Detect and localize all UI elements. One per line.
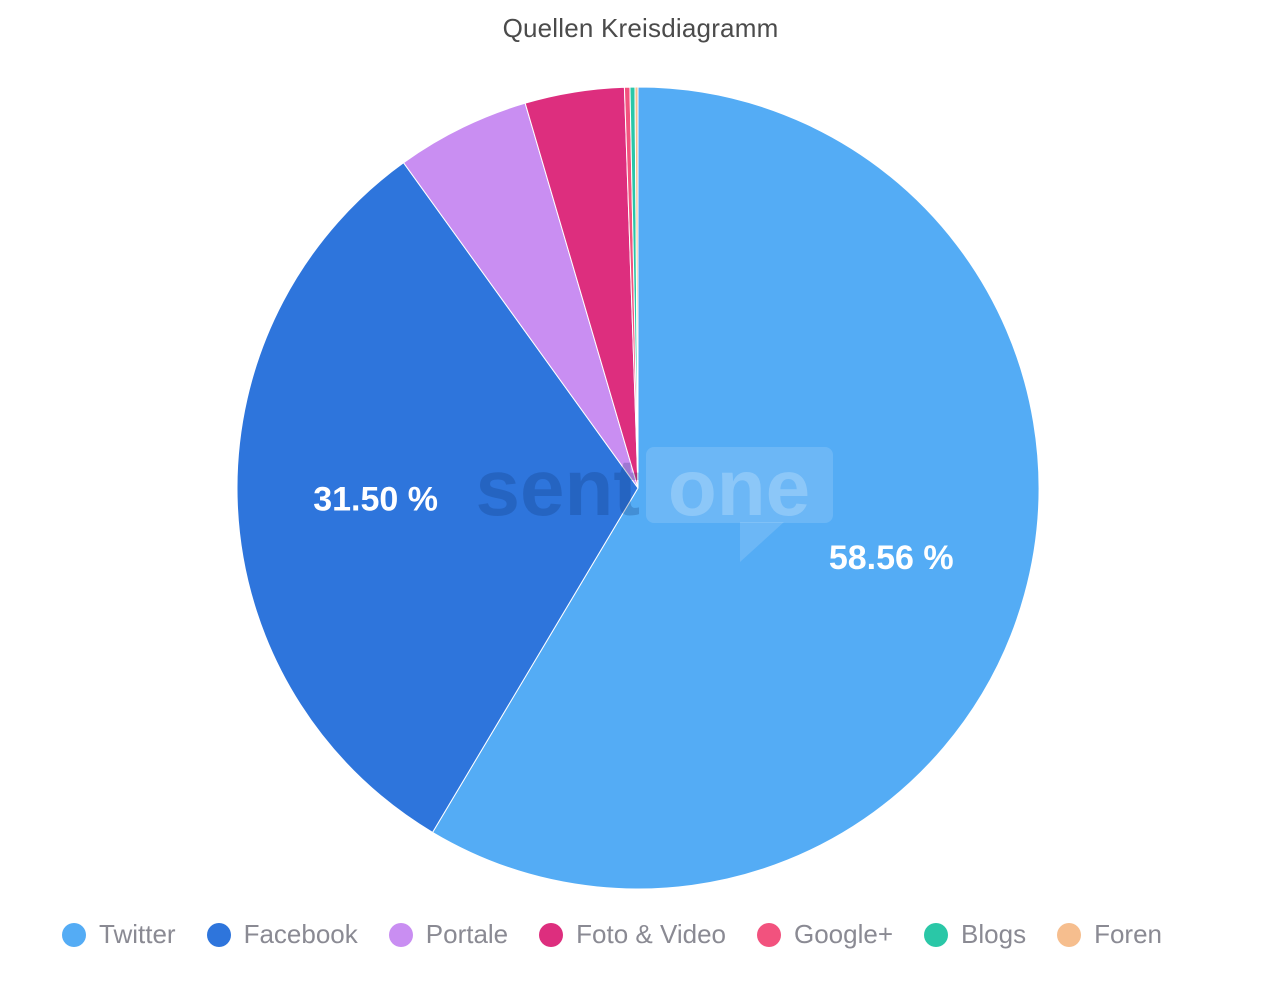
slice-facebook[interactable]: [236, 162, 639, 834]
legend-dot-foren: [1057, 922, 1082, 947]
legend-item-foto-video[interactable]: Foto & Video: [539, 919, 726, 950]
slice-label-facebook: 31.50 %: [313, 480, 438, 518]
legend-label: Foto & Video: [576, 919, 726, 949]
legend-dot-blogs: [924, 922, 949, 947]
legend-label: Twitter: [99, 919, 176, 949]
legend-item-twitter[interactable]: Twitter: [62, 919, 176, 950]
legend: Twitter Facebook Portale Foto & Video Google…: [62, 919, 1162, 950]
slice-label-twitter: 58.56 %: [829, 539, 954, 577]
legend-label: Blogs: [961, 919, 1027, 949]
legend-dot-foto-video: [539, 922, 564, 947]
legend-item-facebook[interactable]: Facebook: [206, 919, 358, 950]
legend-label: Google+: [794, 919, 894, 949]
legend-item-portale[interactable]: Portale: [388, 919, 509, 950]
watermark-text-right: one: [668, 443, 810, 532]
chart-title: Quellen Kreisdiagramm: [502, 13, 779, 43]
watermark-speech-bubble: [646, 447, 833, 523]
legend-item-foren[interactable]: Foren: [1057, 919, 1162, 950]
legend-label: Facebook: [243, 919, 358, 949]
legend-item-blogs[interactable]: Blogs: [924, 919, 1026, 950]
watermark: sent one: [476, 443, 833, 562]
legend-dot-facebook: [206, 922, 231, 947]
watermark-text-left: sent: [476, 443, 641, 532]
slice-twitter[interactable]: [431, 86, 1040, 890]
legend-item-google-plus[interactable]: Google+: [757, 919, 893, 950]
slice-foren[interactable]: [634, 86, 639, 489]
legend-label: Portale: [425, 919, 509, 949]
legend-dot-google-plus: [757, 922, 781, 947]
legend-label: Foren: [1094, 919, 1162, 949]
slice-portale[interactable]: [402, 102, 639, 489]
legend-dot-portale: [388, 922, 413, 947]
watermark-bubble-tail: [740, 522, 784, 562]
legend-dot-twitter: [62, 922, 86, 947]
